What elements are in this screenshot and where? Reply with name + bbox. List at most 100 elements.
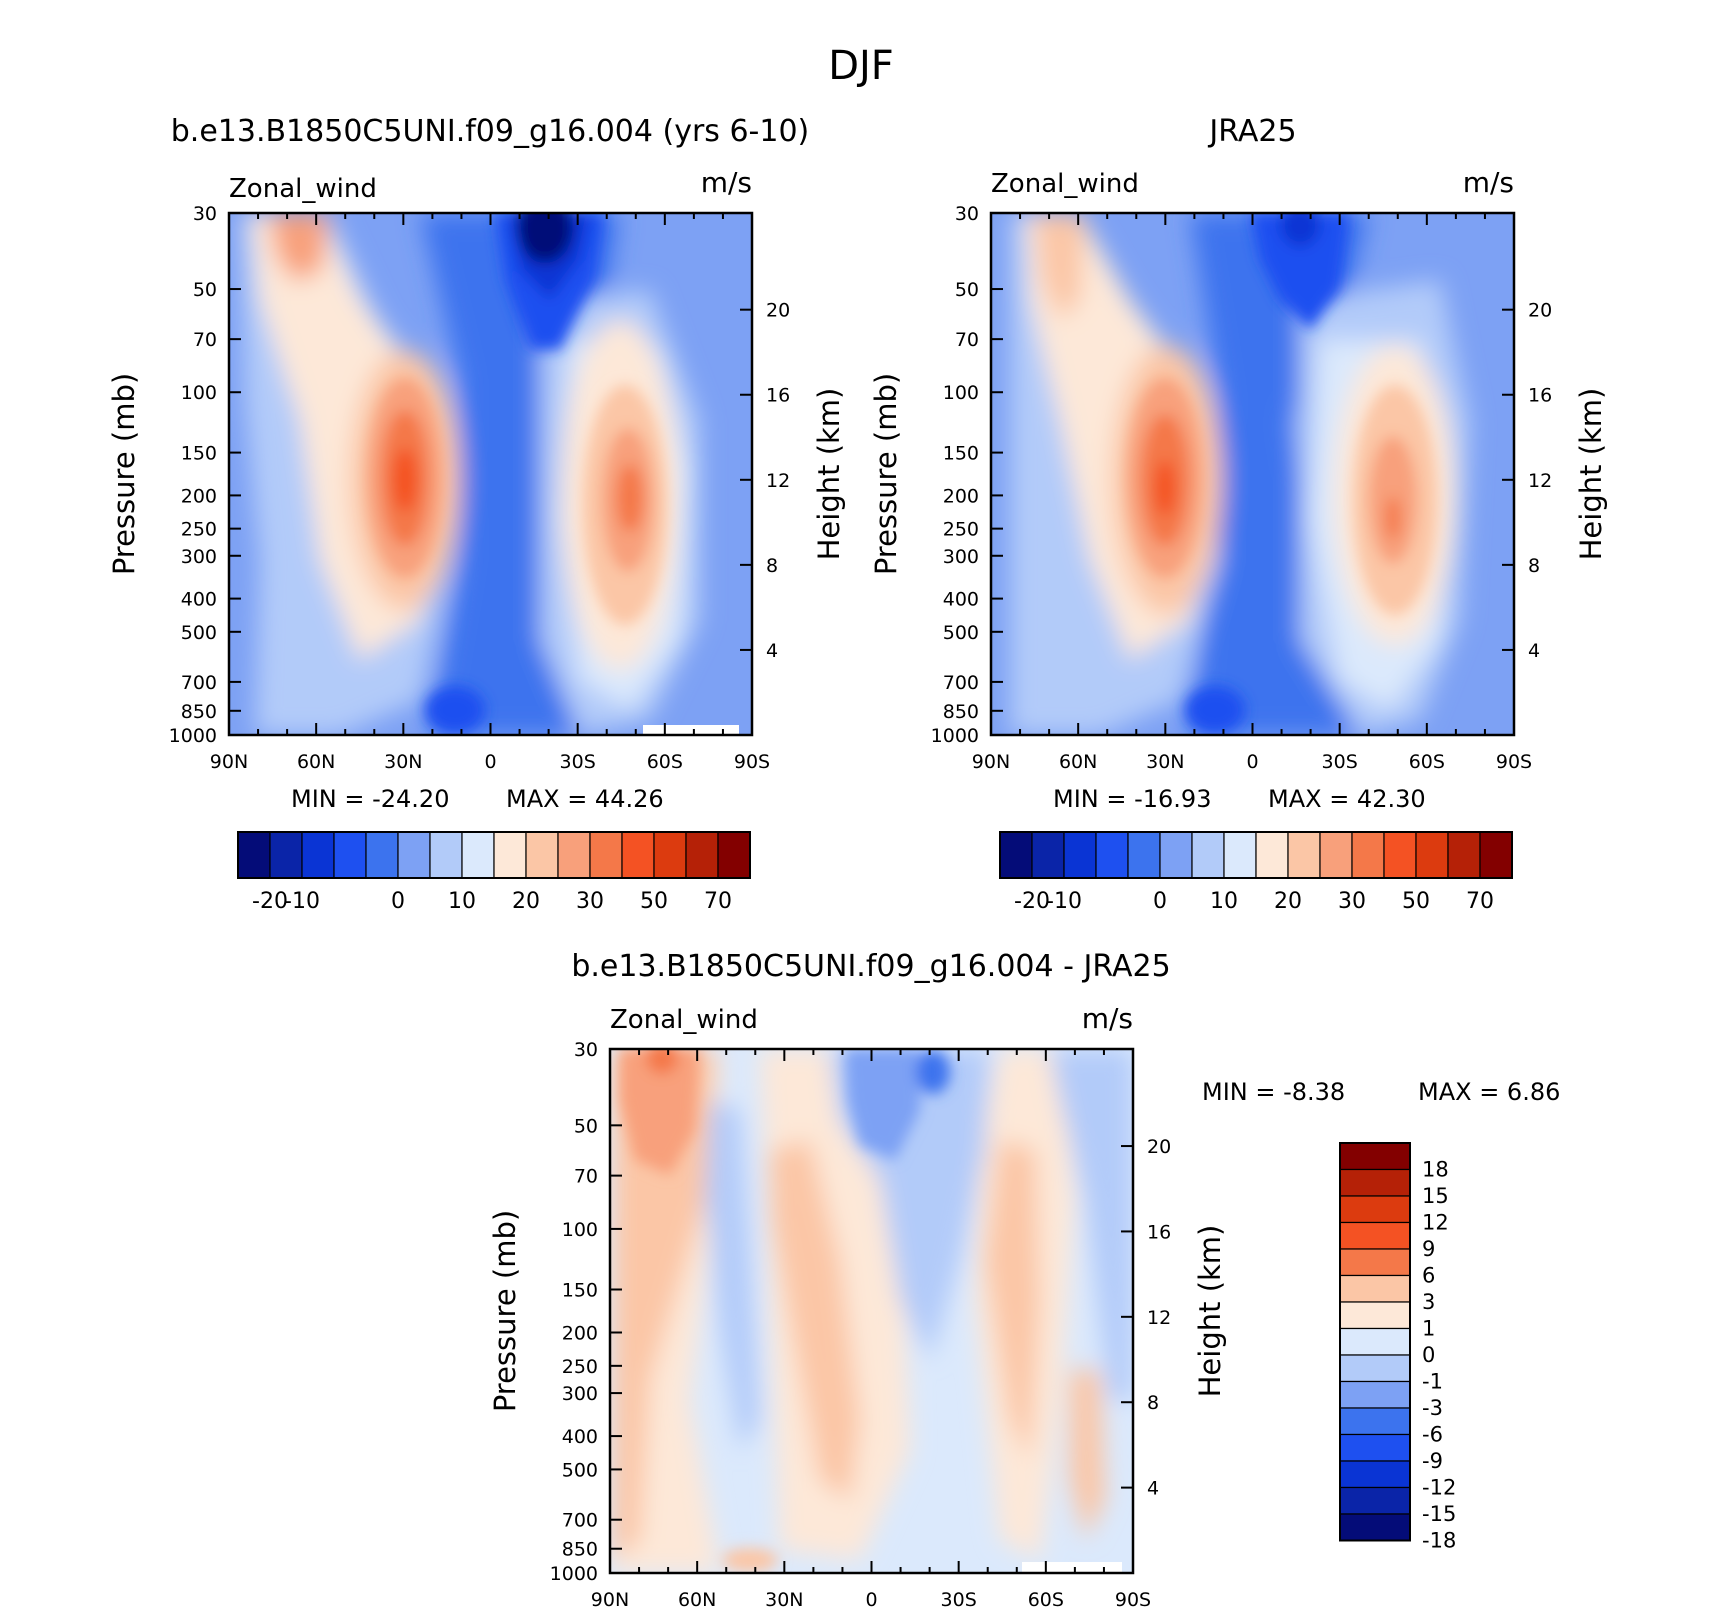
y-tick-label: 30 xyxy=(193,203,217,225)
y-tick-label: 200 xyxy=(943,485,979,507)
y-tick-label: 300 xyxy=(943,546,979,568)
colorbar-label: -20 xyxy=(1014,889,1050,914)
colorbar-swatch xyxy=(493,831,527,879)
y-tick-label: 700 xyxy=(562,1510,598,1532)
y-right-tick-label: 4 xyxy=(1147,1478,1159,1500)
y-tick-label: 1000 xyxy=(550,1563,598,1585)
contour-field xyxy=(610,1049,1133,1573)
x-tick-label: 60N xyxy=(1059,751,1097,773)
colorbar-label: 0 xyxy=(1422,1343,1435,1367)
y-right-tick-label: 12 xyxy=(1528,470,1552,492)
cool-band-north xyxy=(705,1100,760,1450)
colorbar-swatch xyxy=(621,831,655,879)
colorbar-swatch xyxy=(1287,831,1321,879)
northern-polar-jet xyxy=(1035,213,1085,320)
colorbar-label: 12 xyxy=(1422,1211,1449,1235)
min-label: MIN = -24.20 xyxy=(291,785,449,813)
colorbar-swatch xyxy=(333,831,367,879)
panel-difference: b.e13.B1850C5UNI.f09_g16.004 - JRA25 Zon… xyxy=(571,949,1171,1575)
colorbar-label: -6 xyxy=(1422,1423,1443,1447)
north-warm-band xyxy=(612,1049,715,1560)
y-tick-label: 250 xyxy=(562,1356,598,1378)
colorbar-label: -20 xyxy=(252,889,288,914)
y-tick-label: 700 xyxy=(181,672,217,694)
x-tick-label: 30S xyxy=(941,1589,977,1611)
south-jet-max xyxy=(1386,496,1400,540)
y-tick-label: 150 xyxy=(562,1280,598,1302)
northern-polar-jet xyxy=(270,213,330,282)
tropical-cool-max xyxy=(916,1050,950,1094)
colorbar-swatch xyxy=(1351,831,1385,879)
colorbar-swatch xyxy=(1063,831,1097,879)
colorbar-swatch xyxy=(1127,831,1161,879)
y-tick-label: 50 xyxy=(193,279,217,301)
y-tick-label: 200 xyxy=(562,1322,598,1344)
y-tick-label: 500 xyxy=(562,1459,598,1481)
colorbar-swatch xyxy=(301,831,335,879)
min-label: MIN = -8.38 xyxy=(1202,1078,1345,1106)
y-tick-label: 70 xyxy=(574,1166,598,1188)
colorbar-swatch xyxy=(1339,1407,1411,1436)
colorbar-label: 70 xyxy=(704,889,732,914)
colorbar-swatch xyxy=(557,831,591,879)
masked-topography xyxy=(643,725,739,735)
y-tick-label: 30 xyxy=(574,1039,598,1061)
masked-topography xyxy=(1022,1562,1122,1573)
y-tick-label: 850 xyxy=(943,701,979,723)
colorbar-label: -1 xyxy=(1422,1370,1443,1394)
colorbar-swatch xyxy=(1191,831,1225,879)
y-tick-label: 250 xyxy=(943,519,979,541)
colorbar-swatch xyxy=(1031,831,1065,879)
y-tick-label: 100 xyxy=(562,1219,598,1241)
colorbar-label: 9 xyxy=(1422,1237,1435,1261)
colorbar-swatch xyxy=(1339,1274,1411,1303)
colorbar-label: 18 xyxy=(1422,1158,1449,1182)
y-tick-label: 70 xyxy=(193,329,217,351)
surface-easterly xyxy=(1185,686,1245,734)
colorbar-swatch xyxy=(1339,1486,1411,1515)
colorbar-swatch xyxy=(269,831,303,879)
y-tick-label: 30 xyxy=(955,203,979,225)
colorbar-swatch xyxy=(653,831,687,879)
y-right-tick-label: 4 xyxy=(766,640,778,662)
colorbar-label: 30 xyxy=(1338,889,1366,914)
colorbar-swatch xyxy=(1447,831,1481,879)
x-tick-label: 0 xyxy=(484,751,496,773)
colorbar-label: -18 xyxy=(1422,1529,1456,1553)
y-tick-label: 400 xyxy=(181,589,217,611)
colorbar-label: 50 xyxy=(640,889,668,914)
colorbar-label: 10 xyxy=(448,889,476,914)
colorbar-label: -12 xyxy=(1422,1476,1456,1500)
y-tick-label: 50 xyxy=(955,279,979,301)
y-right-tick-label: 12 xyxy=(766,470,790,492)
colorbar-label: -15 xyxy=(1422,1502,1456,1526)
y-tick-label: 500 xyxy=(943,622,979,644)
colorbar-label: 0 xyxy=(1153,889,1167,914)
contour-field xyxy=(991,213,1514,735)
panel-title: JRA25 xyxy=(1207,114,1296,149)
x-tick-label: 60S xyxy=(1409,751,1445,773)
max-label: MAX = 42.30 xyxy=(1268,785,1426,813)
y-right-tick-label: 16 xyxy=(1528,385,1552,407)
north-warm-max xyxy=(646,1049,678,1074)
y-right-tick-label: 12 xyxy=(1147,1307,1171,1329)
x-tick-label: 90N xyxy=(972,751,1010,773)
easterly-max xyxy=(1280,213,1320,247)
colorbar-label: 20 xyxy=(512,889,540,914)
panel-title: b.e13.B1850C5UNI.f09_g16.004 (yrs 6-10) xyxy=(171,114,810,149)
x-tick-label: 30N xyxy=(1146,751,1184,773)
x-tick-label: 60S xyxy=(1028,1589,1064,1611)
colorbar-label: -10 xyxy=(1046,889,1082,914)
colorbar-swatch xyxy=(1319,831,1353,879)
panel-title: b.e13.B1850C5UNI.f09_g16.004 - JRA25 xyxy=(571,949,1170,984)
panel-model: b.e13.B1850C5UNI.f09_g16.004 (yrs 6-10) … xyxy=(171,114,810,737)
colorbar-label: 3 xyxy=(1422,1290,1435,1314)
axes-panel-3: 90N 60N 30N 0 30S 60S 90S305070100150200250300… xyxy=(488,1039,1560,1611)
colorbar-swatch xyxy=(1479,831,1513,879)
units-label: m/s xyxy=(701,166,752,199)
y-right-axis-title: Height (km) xyxy=(1574,388,1608,561)
colorbar-frame xyxy=(1339,1142,1411,1542)
colorbar-swatch xyxy=(1339,1327,1411,1356)
colorbar-swatch xyxy=(525,831,559,879)
colorbar-swatch xyxy=(1339,1354,1411,1383)
